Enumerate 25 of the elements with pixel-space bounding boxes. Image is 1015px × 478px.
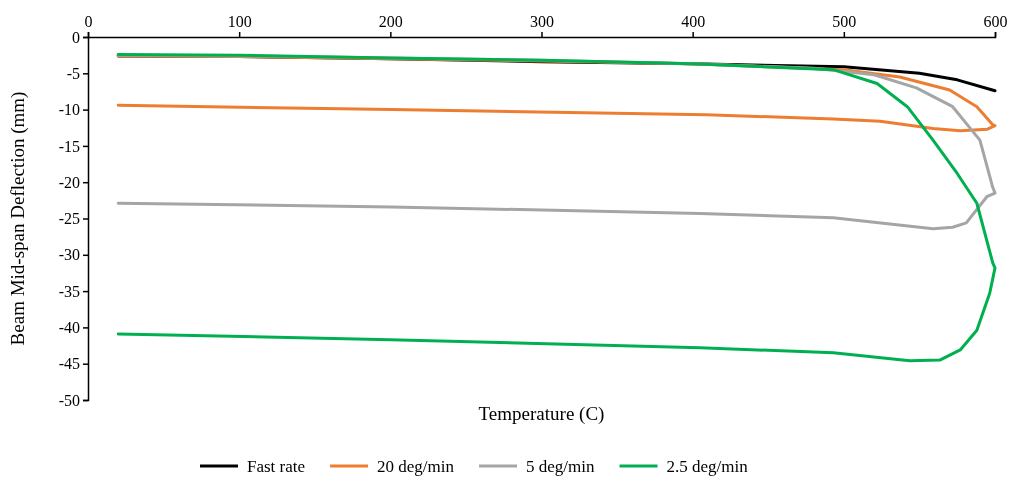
x-tick-label: 500 <box>832 13 857 31</box>
y-tick-label: -30 <box>58 246 80 264</box>
y-tick-label: -40 <box>58 319 80 337</box>
x-tick-label: 100 <box>227 13 252 31</box>
legend-label: Fast rate <box>247 457 306 476</box>
y-axis-title: Beam Mid-span Deflection (mm) <box>7 91 29 346</box>
y-tick-label: -50 <box>58 391 80 409</box>
y-tick-label: 0 <box>72 28 80 46</box>
y-tick-label: -25 <box>58 210 80 228</box>
x-tick-label: 300 <box>530 13 554 31</box>
y-tick-label: -10 <box>58 101 80 119</box>
x-axis-title: Temperature (C) <box>478 403 605 425</box>
x-tick-label: 600 <box>983 13 1008 31</box>
legend-label: 20 deg/min <box>377 457 455 476</box>
line-series <box>116 52 997 363</box>
y-tick-label: -5 <box>66 64 80 82</box>
y-tick-label: -45 <box>58 355 80 373</box>
y-tick-label: -35 <box>58 282 80 300</box>
legend-label: 5 deg/min <box>526 457 596 476</box>
legend-label: 2.5 deg/min <box>666 457 749 476</box>
x-tick-label: 0 <box>84 13 93 31</box>
x-tick-label: 400 <box>681 13 706 31</box>
x-tick-label: 200 <box>378 13 403 31</box>
y-tick-label: -15 <box>58 137 80 155</box>
y-tick-label: -20 <box>58 173 80 191</box>
